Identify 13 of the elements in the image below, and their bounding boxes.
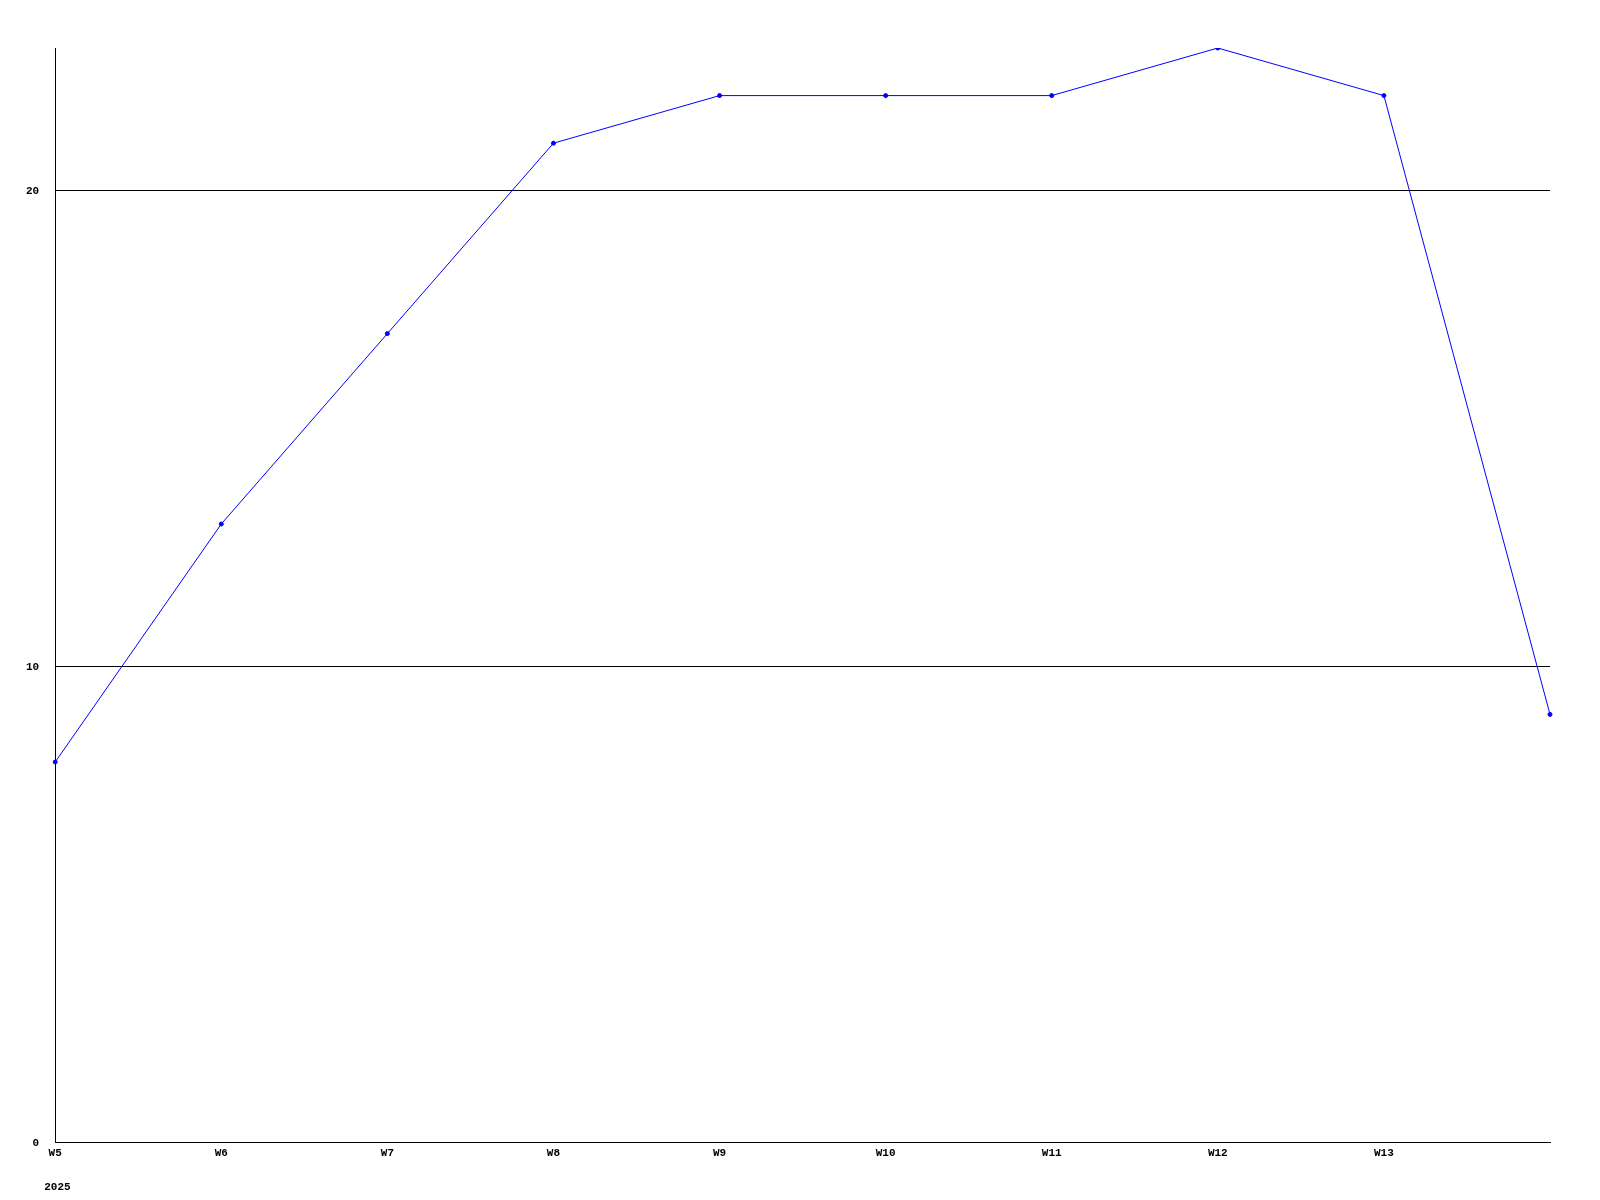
y-tick-label: 0 bbox=[32, 1136, 40, 1149]
x-tick-label: W12 bbox=[1207, 1147, 1228, 1160]
x-tick-label: W8 bbox=[546, 1147, 561, 1160]
text: 2025 bbox=[44, 1181, 72, 1194]
x-tick-label: W10 bbox=[875, 1147, 896, 1160]
x-tick-label: W11 bbox=[1041, 1147, 1063, 1160]
x-tick-label: W5 bbox=[48, 1147, 63, 1160]
x-tick-label: W13 bbox=[1374, 1147, 1395, 1160]
y-tick-label: 10 bbox=[26, 660, 40, 673]
x-tick-label: W6 bbox=[214, 1147, 228, 1160]
x-tick-label: W9 bbox=[712, 1147, 727, 1160]
x-tick-label: W7 bbox=[380, 1147, 394, 1160]
y-tick-label: 20 bbox=[26, 184, 40, 197]
